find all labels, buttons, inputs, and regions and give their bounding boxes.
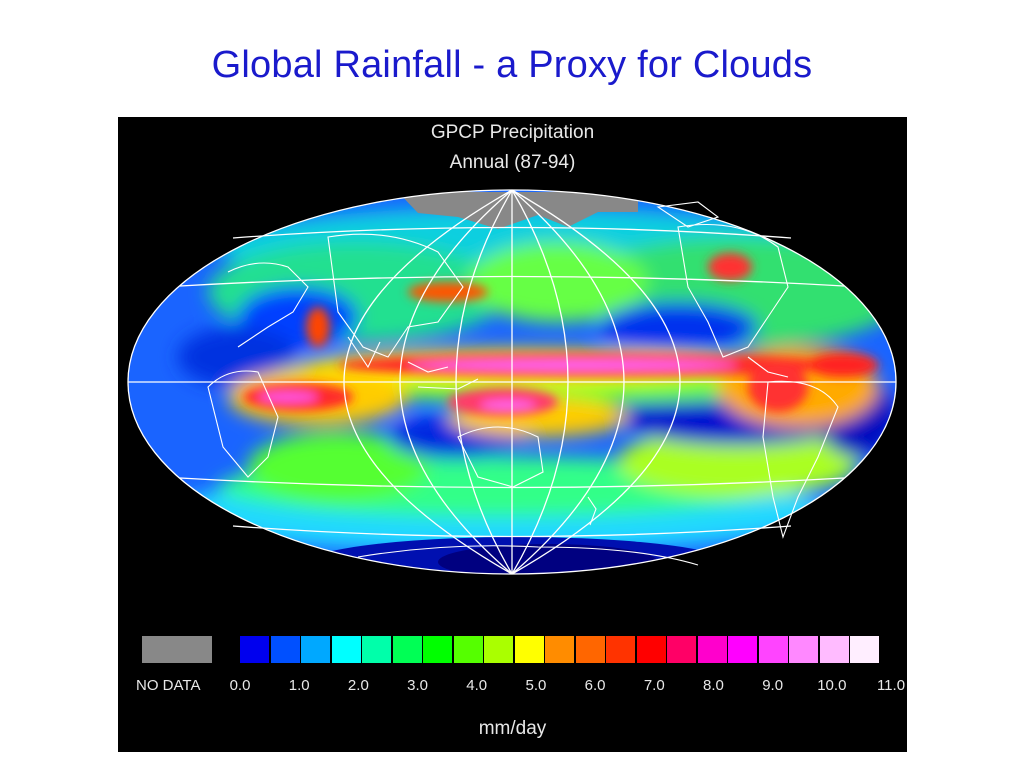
legend-swatch [301, 636, 331, 663]
no-data-label: NO DATA [136, 677, 201, 694]
legend-swatch [667, 636, 697, 663]
legend-tick-label: 10.0 [817, 677, 847, 694]
legend-tick-label: 9.0 [762, 677, 784, 694]
legend-tick-label: 4.0 [466, 677, 488, 694]
legend-swatch [331, 636, 361, 663]
legend-tick-label: 0.0 [229, 677, 251, 694]
legend-tick-label: 8.0 [703, 677, 724, 694]
legend-tick-label: 7.0 [643, 677, 665, 694]
world-precipitation-map [127, 189, 897, 575]
legend-swatch [270, 636, 300, 663]
legend-units: mm/day [478, 718, 547, 739]
legend-swatch [392, 636, 422, 663]
legend-swatch [423, 636, 453, 663]
precipitation-figure: GPCP Precipitation Annual (87-94) [118, 117, 907, 752]
legend-swatch [636, 636, 666, 663]
legend-swatch [819, 636, 849, 663]
legend-swatch [484, 636, 514, 663]
no-data-swatch [142, 636, 212, 663]
legend-tick-label: 6.0 [584, 677, 606, 694]
legend-swatch [728, 636, 758, 663]
graticule [127, 189, 897, 575]
legend-tick-label: 3.0 [407, 677, 428, 694]
legend-swatch [758, 636, 788, 663]
legend-swatch [362, 636, 392, 663]
legend-swatch [453, 636, 483, 663]
legend-swatch [240, 636, 270, 663]
slide-title: Global Rainfall - a Proxy for Clouds [211, 44, 813, 86]
legend-tick-label: 11.0 [876, 677, 906, 694]
legend-swatch [789, 636, 819, 663]
legend-swatch [606, 636, 636, 663]
legend-swatch [545, 636, 575, 663]
legend-swatch [850, 636, 880, 663]
legend-tick-label: 5.0 [525, 677, 547, 694]
legend-tick-label: 2.0 [347, 677, 369, 694]
legend-swatch [697, 636, 727, 663]
map-title: GPCP Precipitation [430, 122, 595, 143]
coastlines [207, 201, 839, 566]
legend-swatch [575, 636, 605, 663]
map-subtitle: Annual (87-94) [449, 152, 576, 173]
legend-swatch [514, 636, 544, 663]
legend-tick-label: 1.0 [288, 677, 310, 694]
